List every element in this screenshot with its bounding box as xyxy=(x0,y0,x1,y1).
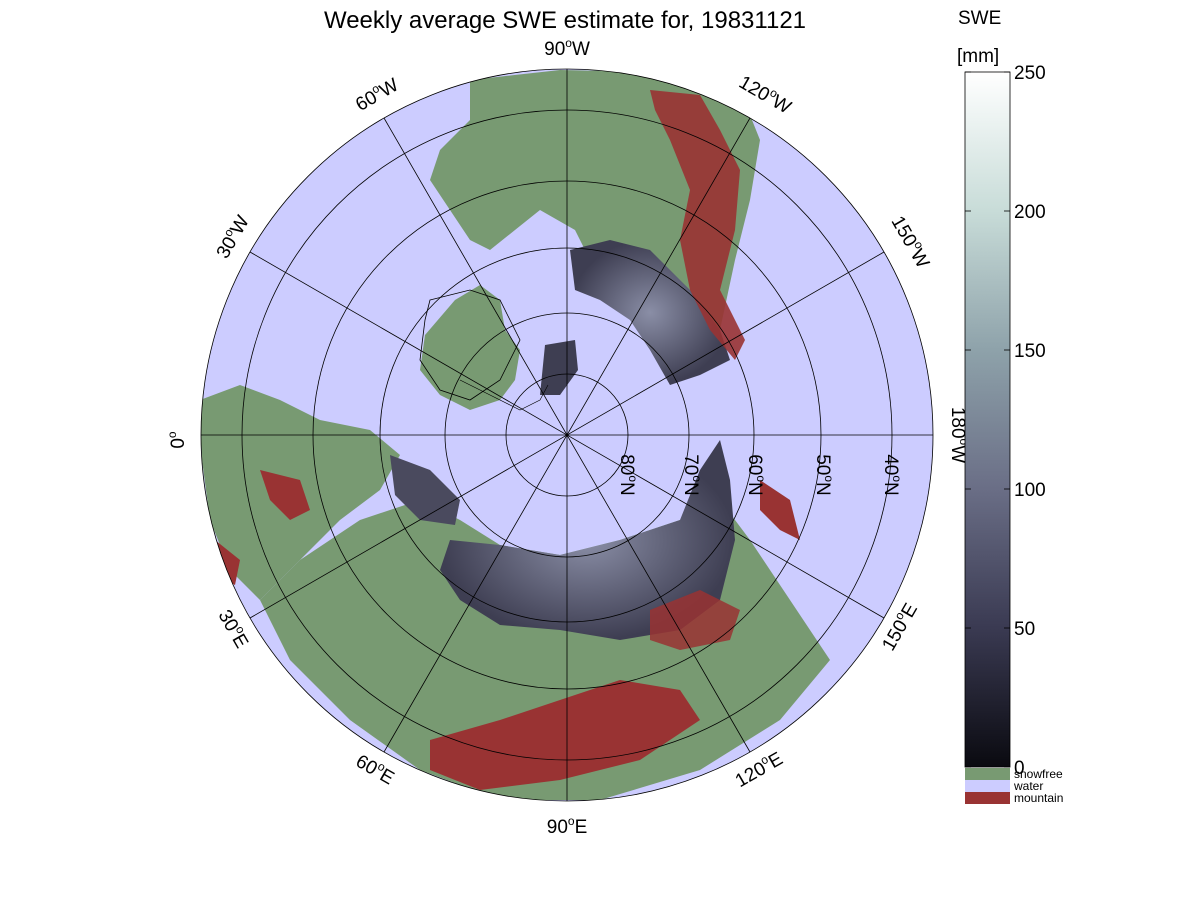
category-label-snowfree: snowfree xyxy=(1014,767,1063,781)
snow-canada xyxy=(570,240,730,385)
mountain-rockies xyxy=(650,90,745,360)
mountain-east-siberia xyxy=(650,590,740,650)
mountain-himalaya xyxy=(430,680,700,790)
snow-scandinavia xyxy=(390,455,460,525)
meridian-label: 30oW xyxy=(210,211,254,263)
latitude-label: 60oN xyxy=(744,454,768,496)
snow-canada-west xyxy=(540,340,578,395)
colorbar-label-line2: [mm] xyxy=(957,46,999,67)
mountain-kamchatka xyxy=(760,480,800,540)
colorbar-tick-label: 0 xyxy=(1014,758,1025,779)
colorbar: SWE [mm] 0 50 100 150 200 250 snowfreewatermo… xyxy=(957,8,1063,805)
colorbar-ticks: 0 50 100 150 200 250 xyxy=(965,63,1046,779)
category-swatch-snowfree xyxy=(965,768,1010,780)
graticule xyxy=(200,68,934,802)
colorbar-tick-label: 250 xyxy=(1014,63,1046,84)
latitude-label: 40oN xyxy=(880,454,904,496)
mountain-alps xyxy=(260,470,310,520)
category-swatch-mountain xyxy=(965,792,1010,804)
snow-siberia xyxy=(440,440,735,640)
meridian-label: 90oE xyxy=(547,814,588,838)
coastline-detail xyxy=(459,379,549,411)
category-swatch-water xyxy=(965,780,1010,792)
meridian-label: 150oW xyxy=(887,211,936,272)
arctic-islands-outline xyxy=(419,289,521,401)
category-label-mountain: mountain xyxy=(1014,791,1063,805)
land-greenland xyxy=(420,285,520,410)
meridian-label: 120oW xyxy=(735,69,796,118)
chart-title: Weekly average SWE estimate for, 1983112… xyxy=(324,7,806,34)
category-label-water: water xyxy=(1013,779,1043,793)
latitude-labels: 80oN 70oN 60oN 50oN 40oN xyxy=(616,454,904,496)
colorbar-gradient xyxy=(964,71,1011,768)
colorbar-tick-label: 150 xyxy=(1014,341,1046,362)
meridian-label: 60oW xyxy=(351,72,403,116)
latitude-label: 80oN xyxy=(616,454,640,496)
meridian-label: 180oW xyxy=(947,407,971,463)
polar-map xyxy=(201,69,933,801)
meridian-label: 90oW xyxy=(544,36,590,60)
latitude-label: 50oN xyxy=(812,454,836,496)
meridian-label: 0o xyxy=(165,431,189,449)
colorbar-label-line1: SWE xyxy=(958,8,1001,29)
latitude-label: 70oN xyxy=(680,454,704,496)
colorbar-tick-label: 200 xyxy=(1014,202,1046,223)
colorbar-tick-label: 100 xyxy=(1014,480,1046,501)
meridian-150w-30e xyxy=(249,251,885,619)
colorbar-tick-label: 50 xyxy=(1014,619,1035,640)
